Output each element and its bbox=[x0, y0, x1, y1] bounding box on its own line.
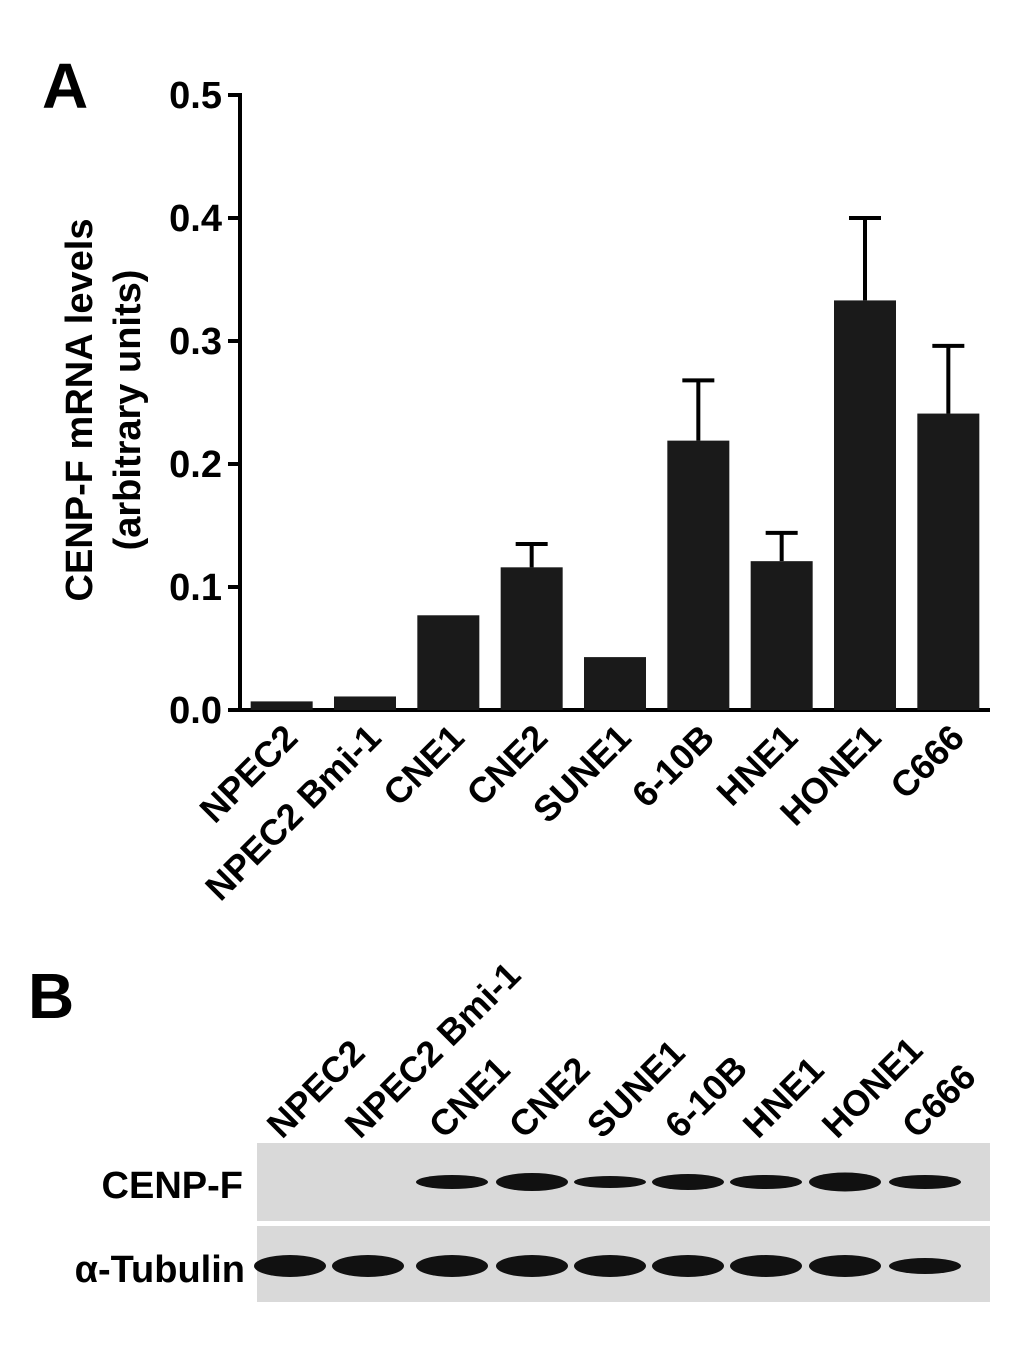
blot-band bbox=[496, 1255, 568, 1277]
blot-band bbox=[889, 1175, 961, 1189]
bar bbox=[334, 696, 396, 710]
blot-band bbox=[652, 1255, 724, 1277]
bar bbox=[500, 567, 563, 710]
bar bbox=[250, 701, 313, 710]
y-axis-label: CENP-F mRNA levels bbox=[59, 219, 101, 602]
error-bar bbox=[765, 530, 798, 562]
blot-band bbox=[730, 1255, 802, 1277]
blot-band bbox=[496, 1173, 568, 1191]
blot-band bbox=[809, 1172, 881, 1192]
lane-label: CNE2 bbox=[501, 1049, 598, 1146]
row-label: α-Tubulin bbox=[75, 1249, 245, 1291]
blot-band bbox=[652, 1174, 724, 1190]
blot-band bbox=[254, 1255, 326, 1277]
blot-band bbox=[416, 1175, 488, 1189]
x-tick-label: C666 bbox=[882, 717, 972, 807]
blot-band bbox=[574, 1176, 646, 1188]
blot-band bbox=[809, 1255, 881, 1277]
error-bar bbox=[682, 378, 715, 441]
bar bbox=[917, 413, 980, 710]
bar bbox=[667, 440, 730, 710]
panel-label: B bbox=[28, 960, 74, 1032]
panel-label: A bbox=[42, 50, 88, 122]
x-tick-label: CNE1 bbox=[375, 717, 472, 814]
y-axis-label: (arbitrary units) bbox=[107, 270, 149, 551]
error-bar bbox=[515, 541, 548, 568]
row-label: CENP-F bbox=[102, 1165, 243, 1207]
bar bbox=[417, 615, 480, 710]
y-tick-label: 0.5 bbox=[169, 75, 222, 117]
lane-label: HNE1 bbox=[735, 1049, 832, 1146]
y-tick-label: 0.1 bbox=[169, 567, 222, 609]
bar bbox=[750, 561, 813, 710]
error-bar bbox=[849, 216, 881, 301]
y-tick-label: 0.0 bbox=[169, 690, 222, 732]
error-bar bbox=[932, 343, 965, 414]
y-tick-label: 0.2 bbox=[169, 444, 222, 486]
y-tick-label: 0.3 bbox=[169, 321, 222, 363]
x-tick-label: 6-10B bbox=[624, 717, 722, 815]
blot-band bbox=[574, 1255, 646, 1277]
blot-band bbox=[889, 1258, 961, 1274]
blot-band bbox=[416, 1255, 488, 1277]
bar bbox=[834, 300, 896, 710]
blot-band bbox=[730, 1175, 802, 1189]
blot-band bbox=[332, 1255, 404, 1277]
bar bbox=[584, 657, 646, 710]
y-tick-label: 0.4 bbox=[169, 198, 222, 240]
